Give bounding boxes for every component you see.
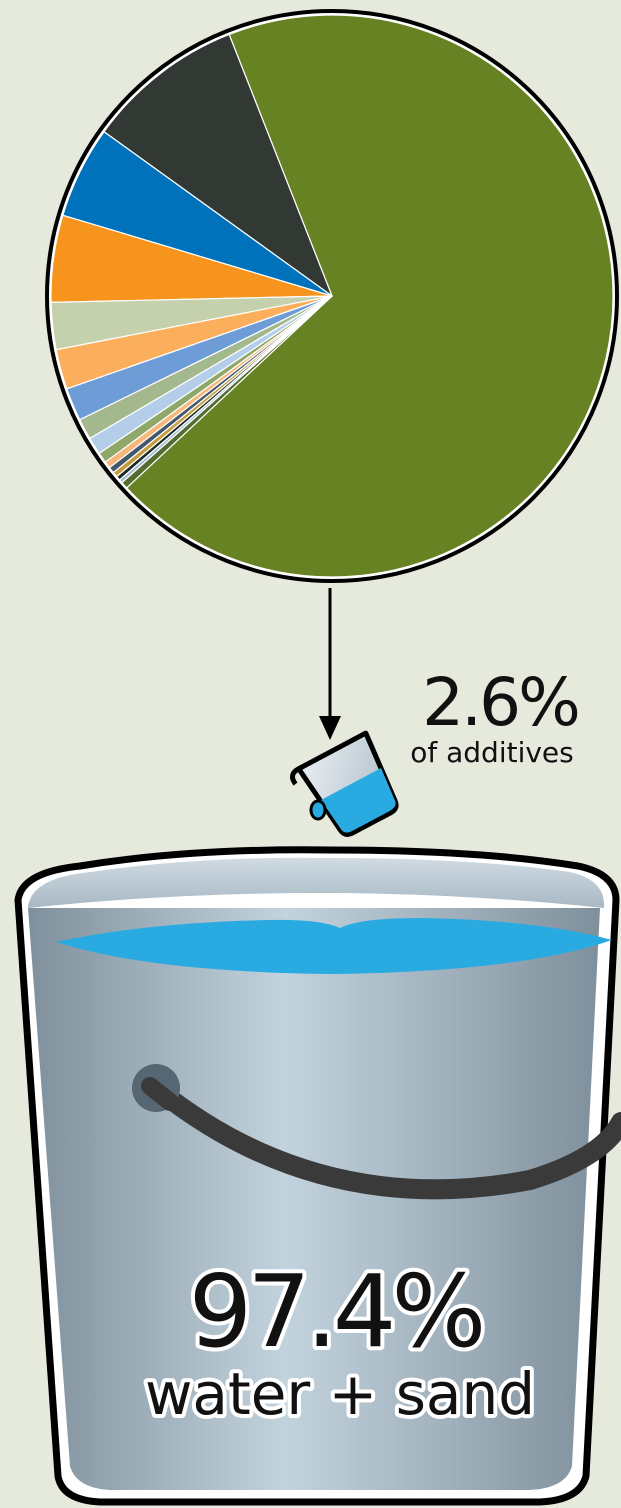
water-drop-icon <box>309 799 327 821</box>
additives-value: 2.6% <box>422 664 578 741</box>
pie-chart <box>45 9 619 583</box>
pie-slice-15 <box>121 295 333 489</box>
additives-label: of additives <box>410 736 574 769</box>
measuring-cup-icon <box>290 730 399 837</box>
bucket-label: water + sand <box>145 1360 535 1428</box>
pie-slice-0 <box>126 14 614 578</box>
bucket-icon <box>14 846 621 1506</box>
bucket-value: 97.4% <box>189 1253 482 1370</box>
pie-slice-1 <box>103 33 333 297</box>
arrow-head <box>319 716 341 740</box>
